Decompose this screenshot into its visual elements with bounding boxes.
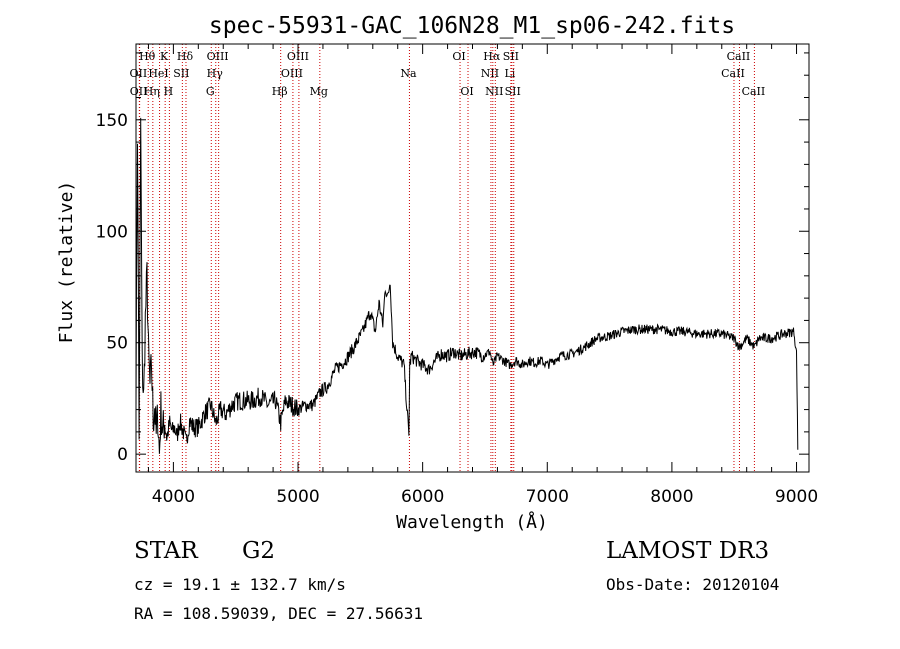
line-marker-label-17: OI [452,50,465,63]
line-marker-label-16: Na [400,67,417,80]
line-marker-label-8: Hδ [177,50,194,63]
line-marker-label-15: Mg [310,85,328,98]
object-subclass: G2 [242,538,276,564]
line-marker-label-27: CaII [742,85,766,98]
line-marker-label-10: Hγ [207,67,224,80]
y-tick-label-0: 0 [117,445,128,465]
y-axis-label: Flux (relative) [56,181,77,344]
line-marker-label-3: Hη [144,85,160,98]
line-marker-label-12: Hβ [272,85,288,98]
line-marker-label-4: HeI [148,67,168,80]
x-tick-label-9000: 9000 [775,487,818,507]
line-marker-label-18: OI [460,85,473,98]
x-tick-label-7000: 7000 [526,487,569,507]
line-marker-label-7: SII [173,67,189,80]
line-marker-label-13: OIII [281,67,303,80]
x-tick-label-4000: 4000 [152,487,195,507]
coords-text: RA = 108.59039, DEC = 27.56631 [134,604,423,623]
line-marker-label-2: Hθ [139,50,156,63]
y-tick-label-50: 50 [106,334,128,354]
survey-name: LAMOST DR3 [606,538,770,564]
x-axis-label: Wavelength (Å) [396,511,548,533]
line-marker-label-11: OIII [207,50,229,63]
line-marker-label-1: OII [130,85,148,98]
x-tick-label-5000: 5000 [276,487,319,507]
line-marker-label-24: SII [505,85,521,98]
line-marker-label-14: OIII [287,50,309,63]
line-marker-label-9: G [206,85,215,98]
line-marker-label-6: H [164,85,174,98]
line-marker-label-22: Li [504,67,515,80]
plot-frame [135,43,810,473]
x-tick-label-8000: 8000 [650,487,693,507]
chart-title: spec-55931-GAC_106N28_M1_sp06-242.fits [209,13,735,39]
y-tick-label-100: 100 [96,222,128,242]
line-marker-label-19: NII [481,67,499,80]
line-marker-label-20: Hα [483,50,501,63]
line-marker-label-23: SII [503,50,519,63]
line-marker-label-5: K [160,50,169,63]
y-tick-label-150: 150 [96,111,128,131]
object-class: STAR [134,538,198,564]
obs-date-text: Obs-Date: 20120104 [606,575,780,594]
line-marker-label-26: CaII [727,50,751,63]
x-tick-label-6000: 6000 [401,487,444,507]
line-marker-label-25: CaII [721,67,745,80]
spectrum-line [135,117,799,454]
line-marker-label-0: OII [130,67,148,80]
redshift-text: cz = 19.1 ± 132.7 km/s [134,575,346,594]
line-marker-label-21: NII [485,85,503,98]
